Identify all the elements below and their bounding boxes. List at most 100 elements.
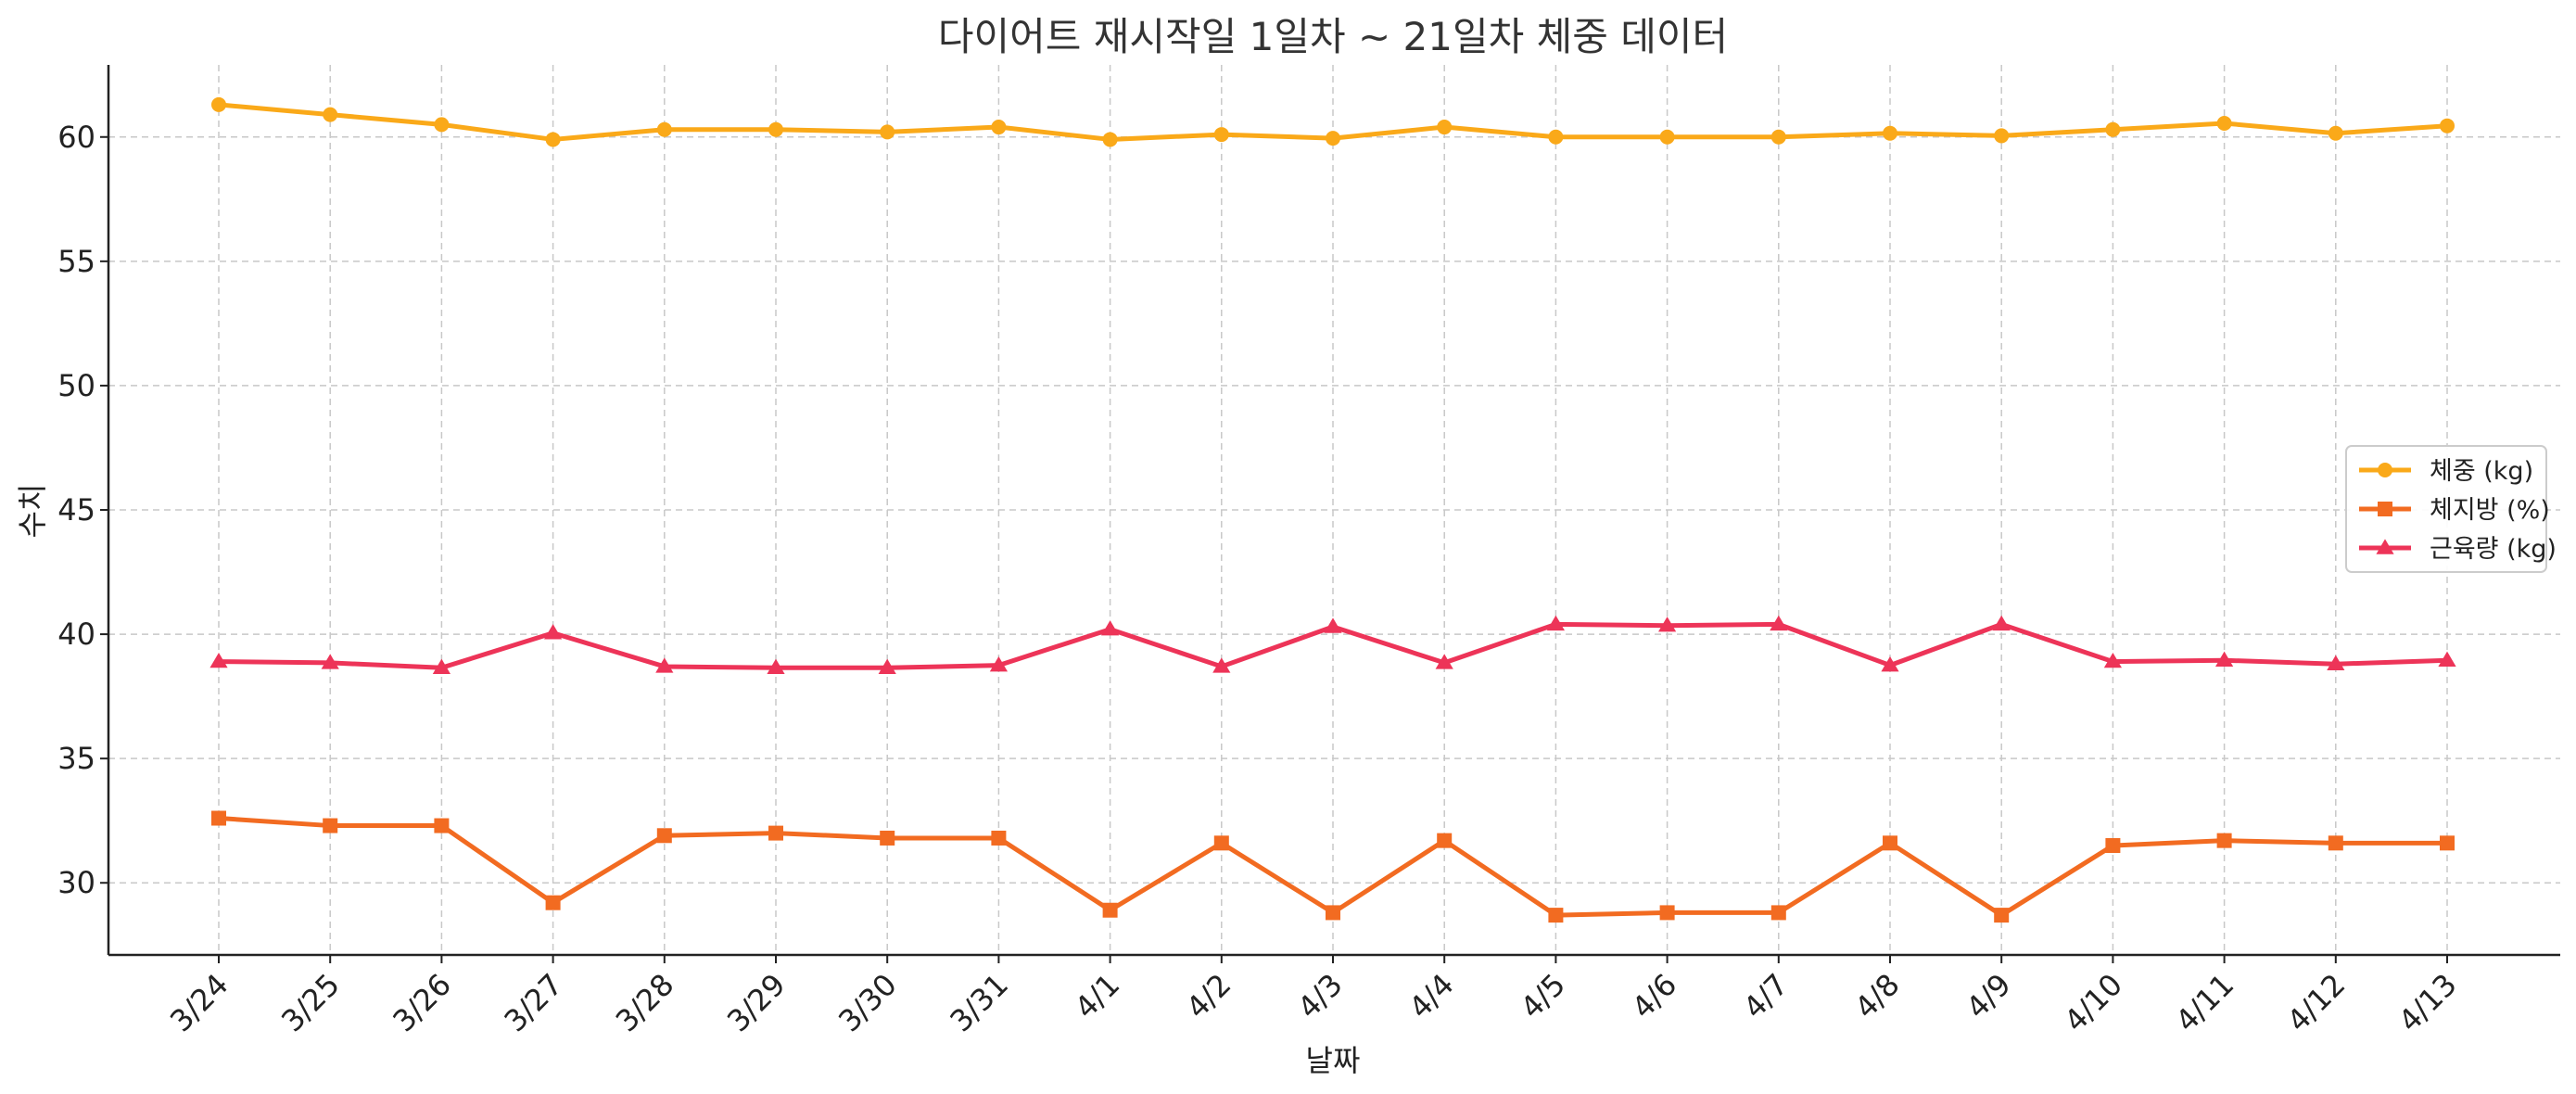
data-point: [1994, 908, 2010, 923]
data-point: [545, 895, 561, 910]
data-point: [1213, 127, 1229, 143]
legend-label: 체지방 (%): [2430, 496, 2550, 525]
data-point: [2216, 116, 2232, 132]
x-tick-label: 3/30: [831, 967, 904, 1039]
y-tick-label: 50: [57, 368, 95, 403]
y-ticks: 30 35 40 45 50 55 60: [57, 120, 108, 900]
x-ticks: 3/24 3/25 3/26 3/27 3/28 3/29 3/30 3/31 4/1 4/2 4/…: [163, 955, 2464, 1038]
data-point: [1770, 129, 1786, 145]
data-point: [1658, 617, 1677, 632]
data-point: [2328, 125, 2343, 141]
x-tick-label: 4/4: [1402, 967, 1461, 1025]
data-point: [323, 818, 338, 833]
y-tick-label: 40: [57, 617, 95, 652]
x-tick-label: 3/24: [163, 967, 235, 1039]
legend-label: 체중 (kg): [2430, 457, 2533, 486]
data-point: [1326, 131, 1340, 146]
data-point: [1326, 905, 1340, 921]
data-point: [991, 120, 1007, 135]
data-point: [1548, 908, 1564, 923]
data-point: [880, 124, 895, 140]
data-point: [2438, 651, 2456, 667]
data-point: [1435, 654, 1453, 669]
data-point: [656, 828, 672, 844]
data-point: [2327, 655, 2345, 670]
data-point: [1324, 617, 1342, 633]
data-point: [2440, 118, 2455, 134]
data-point: [989, 655, 1008, 672]
x-tick-label: 4/6: [1625, 967, 1683, 1025]
x-tick-label: 3/29: [720, 967, 793, 1039]
data-point: [434, 818, 450, 833]
legend: 체중 (kg) 체지방 (%) 근육량 (kg): [2345, 445, 2557, 573]
data-point: [1101, 620, 1120, 636]
data-point: [209, 652, 228, 668]
data-point: [2103, 652, 2122, 668]
x-tick-label: 4/11: [2169, 967, 2241, 1039]
legend-marker: [2378, 463, 2392, 477]
x-tick-label: 4/9: [1960, 967, 2018, 1025]
data-point: [767, 658, 785, 674]
data-point: [1548, 129, 1564, 145]
data-point: [2105, 121, 2121, 137]
data-point: [544, 624, 563, 640]
data-point: [2105, 838, 2121, 854]
x-tick-label: 4/1: [1068, 967, 1126, 1025]
x-tick-label: 4/5: [1514, 967, 1572, 1025]
y-tick-label: 30: [57, 865, 95, 900]
x-tick-label: 4/7: [1736, 967, 1795, 1025]
x-tick-label: 3/27: [498, 967, 570, 1039]
x-tick-label: 4/13: [2392, 967, 2464, 1039]
data-point: [434, 117, 450, 133]
data-point: [1102, 902, 1118, 918]
data-point: [880, 830, 895, 846]
x-tick-label: 4/3: [1290, 967, 1349, 1025]
data-point: [1659, 905, 1675, 921]
data-point: [2440, 835, 2455, 851]
data-point: [878, 658, 896, 674]
legend-box: [2345, 445, 2547, 573]
data-point: [768, 121, 783, 137]
data-point: [1994, 128, 2010, 144]
data-point: [2328, 835, 2343, 851]
data-point: [432, 658, 450, 674]
y-tick-label: 55: [57, 244, 95, 279]
data-point: [656, 121, 672, 137]
x-tick-label: 4/8: [1847, 967, 1906, 1025]
data-point: [545, 132, 561, 147]
x-tick-label: 4/2: [1179, 967, 1237, 1025]
legend-marker: [2378, 502, 2392, 516]
y-axis-label: 수치: [15, 484, 50, 539]
data-point: [1546, 615, 1565, 631]
x-tick-label: 3/25: [274, 967, 347, 1039]
data-point: [1883, 835, 1897, 851]
data-point: [211, 96, 226, 112]
legend-label: 근육량 (kg): [2430, 535, 2557, 564]
x-tick-label: 3/26: [386, 967, 458, 1039]
data-point: [1437, 833, 1453, 848]
x-tick-label: 3/31: [943, 967, 1015, 1039]
x-tick-label: 4/10: [2057, 967, 2129, 1039]
data-point: [211, 810, 226, 826]
y-tick-label: 45: [57, 492, 95, 528]
data-point: [991, 830, 1007, 846]
data-point: [2215, 651, 2234, 667]
x-axis-label: 날짜: [1306, 1043, 1361, 1078]
data-point: [1102, 132, 1118, 147]
grid: [108, 65, 2560, 955]
y-tick-label: 35: [57, 741, 95, 776]
x-tick-label: 3/28: [609, 967, 681, 1039]
data-point: [321, 654, 339, 669]
data-point: [1212, 657, 1231, 673]
data-point: [1992, 615, 2011, 631]
data-point: [1770, 905, 1786, 921]
series-group: [209, 615, 2456, 674]
data-point: [1437, 120, 1453, 135]
data-point: [1659, 129, 1675, 145]
data-point: [768, 825, 783, 841]
data-point: [655, 657, 674, 673]
chart-title: 다이어트 재시작일 1일차 ~ 21일차 체중 데이터: [938, 14, 1728, 59]
legend-marker: [2376, 539, 2394, 554]
